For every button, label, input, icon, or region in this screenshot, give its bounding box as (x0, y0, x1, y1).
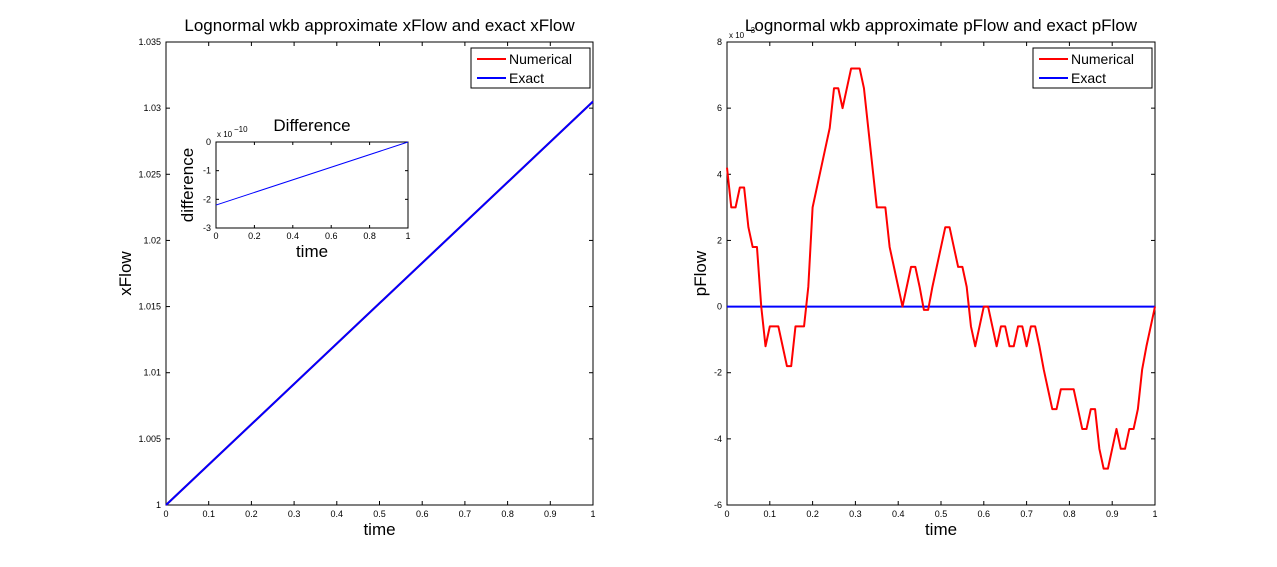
left-x-axis-label: time (363, 520, 395, 539)
left-legend-box (470, 47, 591, 89)
right-xtick-label: 0 (724, 509, 729, 519)
right-panel: 0 0.1 0.2 0.3 0.4 0.5 0.6 0.7 0.8 0.9 1 8 6 4 2 0 -2 -4 -6… (691, 16, 1158, 539)
left-ytick-label: 1.03 (143, 103, 161, 113)
left-ytick-label: 1 (156, 500, 161, 510)
left-xtick-label: 0.4 (331, 509, 344, 519)
left-ytick-label: 1.035 (138, 37, 161, 47)
left-xtick-label: 0.2 (245, 509, 258, 519)
left-legend-label: Numerical (509, 51, 572, 67)
left-xtick-label: 1 (590, 509, 595, 519)
right-axes-box (726, 41, 1156, 506)
right-xtick-label: 0.4 (892, 509, 905, 519)
right-xtick-label: 0.2 (806, 509, 819, 519)
inset-xtick-label: 0.4 (287, 231, 300, 241)
right-legend-label: Numerical (1071, 51, 1134, 67)
inset-exponent-label: x 10 (217, 130, 233, 139)
inset-ytick-label: -2 (203, 194, 211, 204)
left-panel: 0 0.1 0.2 0.3 0.4 0.5 0.6 0.7 0.8 0.9 1 1 1.005 1.01 1… (116, 16, 596, 539)
right-legend-box (1032, 47, 1153, 89)
inset-xtick-label: 0.6 (325, 231, 338, 241)
right-ytick-label: 2 (717, 235, 722, 245)
right-xtick-label: 1 (1152, 509, 1157, 519)
right-xtick-label: 0.9 (1106, 509, 1119, 519)
left-ytick-label: 1.02 (143, 235, 161, 245)
inset-xtick-label: 0 (213, 231, 218, 241)
right-xtick-label: 0.1 (764, 509, 777, 519)
left-xtick-label: 0.5 (373, 509, 386, 519)
inset-ytick-label: -1 (203, 166, 211, 176)
left-ytick-label: 1.005 (138, 434, 161, 444)
left-xtick-label: 0 (163, 509, 168, 519)
right-ytick-label: 0 (717, 302, 722, 312)
inset-exponent-power: −10 (234, 125, 248, 134)
inset-y-axis-label: difference (178, 148, 197, 222)
right-y-axis-label: pFlow (691, 250, 710, 296)
inset-xtick-label: 1 (405, 231, 410, 241)
inset-ytick-label: 0 (206, 137, 211, 147)
right-legend-label: Exact (1071, 70, 1106, 86)
left-ytick-label: 1.01 (143, 368, 161, 378)
right-xtick-label: 0.8 (1063, 509, 1076, 519)
right-x-axis-label: time (925, 520, 957, 539)
left-legend-label: Exact (509, 70, 544, 86)
left-xtick-label: 0.6 (416, 509, 429, 519)
left-ytick-label: 1.025 (138, 169, 161, 179)
right-xtick-label: 0.5 (935, 509, 948, 519)
left-chart-title: Lognormal wkb approximate xFlow and exac… (184, 16, 575, 35)
right-ytick-label: -4 (714, 434, 722, 444)
right-series-numerical (726, 67, 1156, 470)
right-xtick-label: 0.7 (1020, 509, 1033, 519)
right-ytick-label: -6 (714, 500, 722, 510)
inset-title: Difference (273, 116, 350, 135)
right-xtick-label: 0.6 (978, 509, 991, 519)
right-exponent-label: x 10 (729, 31, 745, 40)
inset-ytick-label: -3 (203, 223, 211, 233)
right-ytick-label: 4 (717, 169, 722, 179)
left-xtick-label: 0.3 (288, 509, 301, 519)
left-xtick-label: 0.9 (544, 509, 557, 519)
inset-series-difference (215, 141, 409, 206)
right-ytick-label: -2 (714, 368, 722, 378)
inset-axes-box (215, 141, 409, 229)
inset-chart: 0 0.2 0.4 0.6 0.8 1 0 -1 -2 -3 Difference time diffe… (178, 116, 411, 261)
left-ytick-label: 1.015 (138, 302, 161, 312)
right-chart-title: Lognormal wkb approximate pFlow and exac… (745, 16, 1138, 35)
left-xtick-label: 0.1 (202, 509, 215, 519)
left-xtick-label: 0.7 (459, 509, 472, 519)
right-exponent-power: −3 (746, 26, 756, 35)
left-axes-box (165, 41, 594, 506)
left-y-axis-label: xFlow (116, 251, 135, 296)
left-series-exact (165, 100, 594, 506)
left-xtick-label: 0.8 (501, 509, 514, 519)
inset-x-axis-label: time (296, 242, 328, 261)
right-ytick-label: 8 (717, 37, 722, 47)
inset-xtick-label: 0.8 (363, 231, 376, 241)
right-ytick-label: 6 (717, 103, 722, 113)
right-xtick-label: 0.3 (849, 509, 862, 519)
inset-xtick-label: 0.2 (248, 231, 261, 241)
